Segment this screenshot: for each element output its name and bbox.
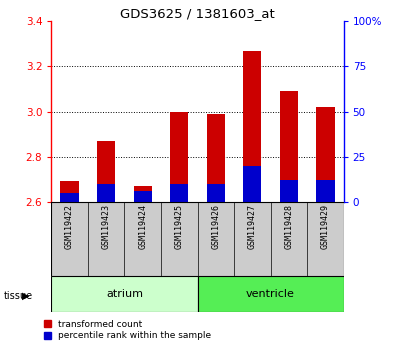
Bar	[134, 191, 152, 202]
Bar	[316, 107, 335, 202]
Bar	[97, 184, 115, 202]
Text: GSM119424: GSM119424	[138, 204, 147, 249]
Bar	[134, 186, 152, 202]
Title: GDS3625 / 1381603_at: GDS3625 / 1381603_at	[120, 7, 275, 20]
Text: atrium: atrium	[106, 289, 143, 299]
Text: GSM119422: GSM119422	[65, 204, 74, 249]
Bar	[51, 276, 198, 312]
Bar	[198, 276, 344, 312]
Text: GSM119425: GSM119425	[175, 204, 184, 249]
Text: ▶: ▶	[22, 291, 29, 301]
Text: GSM119429: GSM119429	[321, 204, 330, 249]
Bar	[60, 193, 79, 202]
Text: GSM119428: GSM119428	[284, 204, 293, 249]
Text: GSM119426: GSM119426	[211, 204, 220, 249]
Bar	[97, 141, 115, 202]
Bar	[170, 112, 188, 202]
Bar	[243, 51, 261, 202]
Text: ventricle: ventricle	[246, 289, 295, 299]
Text: GSM119427: GSM119427	[248, 204, 257, 249]
Legend: transformed count, percentile rank within the sample: transformed count, percentile rank withi…	[44, 320, 212, 340]
Bar	[243, 166, 261, 202]
Bar	[280, 91, 298, 202]
Bar	[60, 182, 79, 202]
Bar	[207, 114, 225, 202]
Bar	[316, 180, 335, 202]
Bar	[207, 184, 225, 202]
Bar	[280, 180, 298, 202]
Text: GSM119423: GSM119423	[102, 204, 111, 249]
Text: tissue: tissue	[4, 291, 33, 301]
Bar	[170, 184, 188, 202]
